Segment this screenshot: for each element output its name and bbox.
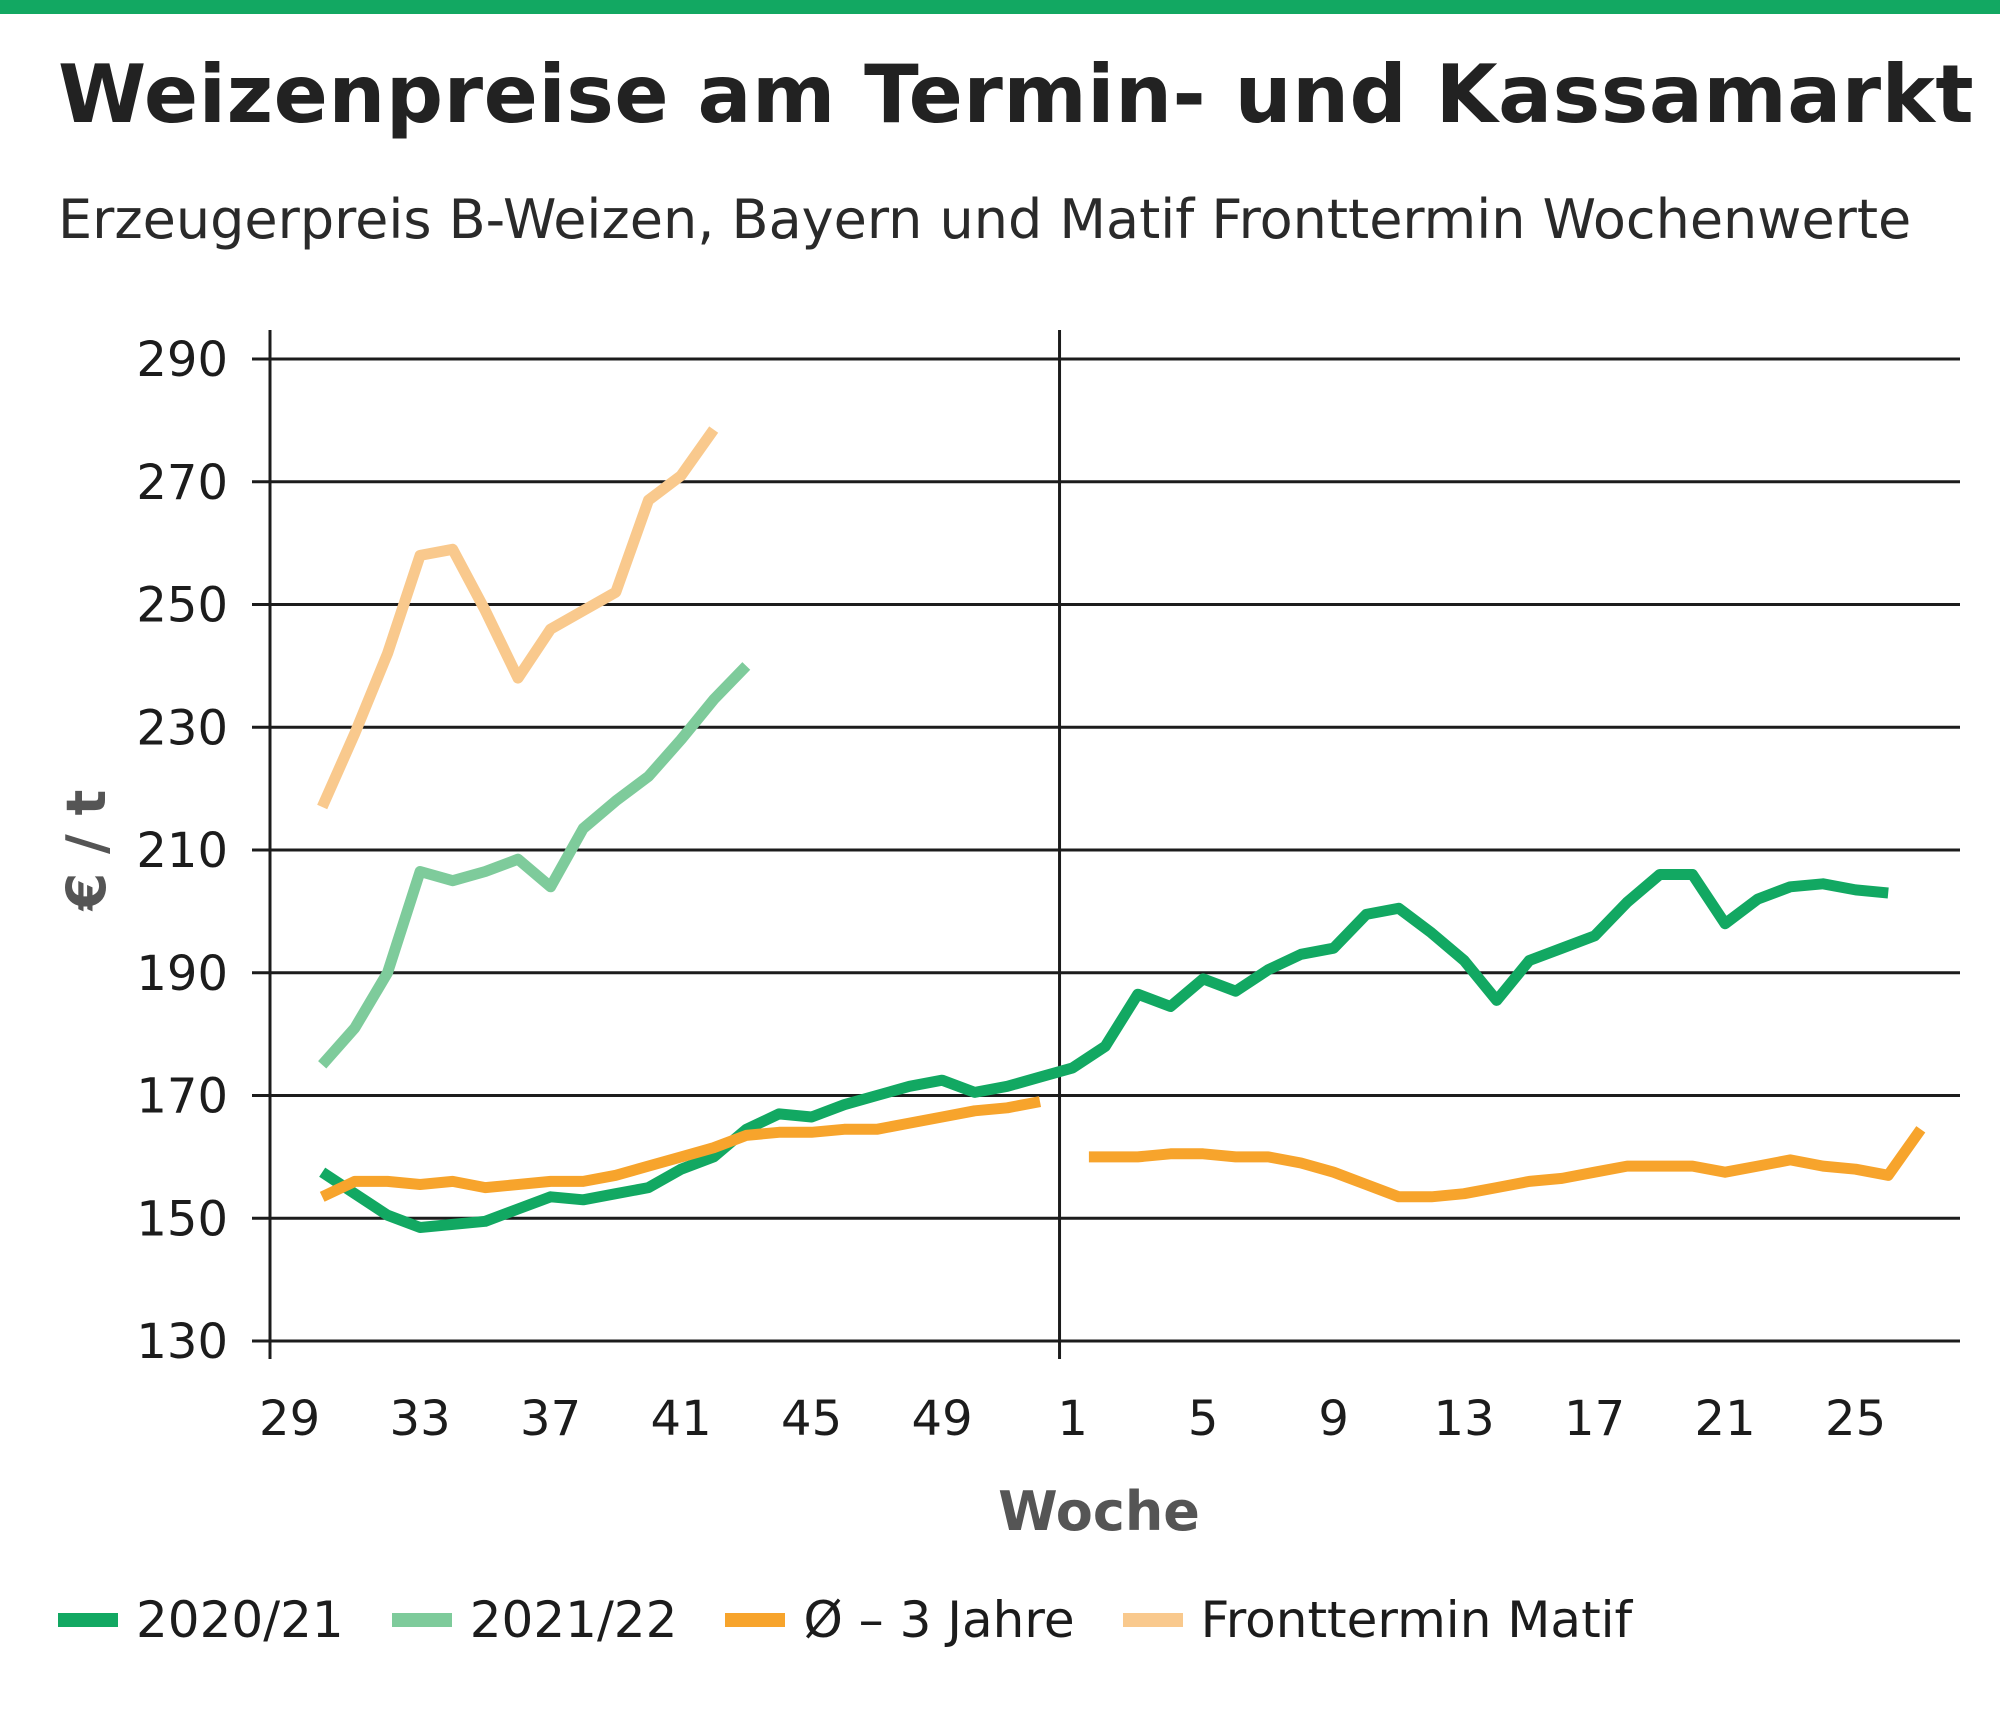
x-tick-label-9: 9 <box>1318 1391 1349 1447</box>
legend-swatch-matif <box>1122 1613 1183 1627</box>
x-tick-label-33: 33 <box>390 1391 451 1447</box>
y-tick-label-170: 170 <box>136 1069 228 1125</box>
x-tick-label-37: 37 <box>520 1391 581 1447</box>
legend-item-2021-22: 2021/22 <box>391 1591 678 1649</box>
x-tick-label-49: 49 <box>912 1391 973 1447</box>
y-tick-label-270: 270 <box>136 455 228 511</box>
top-accent-bar <box>0 0 2000 14</box>
series-layer <box>317 426 1926 1233</box>
legend-swatch-2020-21 <box>58 1613 118 1627</box>
series-line-fronttermin-matif <box>317 426 719 810</box>
y-tick-label-210: 210 <box>136 823 228 879</box>
chart-title: Weizenpreise am Termin- und Kassamarkt <box>58 48 1975 141</box>
legend-label-2020-21: 2020/21 <box>136 1591 344 1649</box>
x-tick-label-13: 13 <box>1434 1391 1495 1447</box>
series-line-3-jahre-part-2 <box>1088 1126 1926 1203</box>
legend-item-matif: Fronttermin Matif <box>1122 1591 1633 1649</box>
axis-layer: 290 270 250 230 210 190 170 150 130 29 33 37 41 45 49 1… <box>136 332 1886 1447</box>
y-axis-label: € / t <box>55 790 118 913</box>
legend-label-avg-3-years: Ø – 3 Jahre <box>803 1591 1075 1649</box>
y-tick-label-150: 150 <box>136 1191 228 1247</box>
legend-label-matif: Fronttermin Matif <box>1200 1591 1633 1649</box>
x-tick-label-5: 5 <box>1188 1391 1219 1447</box>
y-tick-label-290: 290 <box>136 332 228 388</box>
y-tick-label-190: 190 <box>136 946 228 1002</box>
x-tick-label-1: 1 <box>1057 1391 1088 1447</box>
legend-swatch-2021-22 <box>391 1613 452 1627</box>
legend-swatch-avg-3-years <box>725 1613 786 1627</box>
series-line-3-jahre-part-1 <box>319 1096 1042 1202</box>
y-tick-label-250: 250 <box>136 578 228 634</box>
series-line-2021-22 <box>318 662 751 1069</box>
legend-item-avg-3-years: Ø – 3 Jahre <box>725 1591 1075 1649</box>
x-tick-label-29: 29 <box>259 1391 320 1447</box>
chart-subtitle: Erzeugerpreis B-Weizen, Bayern und Matif… <box>58 188 1912 251</box>
series-line-2020-21 <box>319 869 1889 1233</box>
line-chart: 290 270 250 230 210 190 170 150 130 29 33 37 41 45 49 1… <box>55 330 1960 1543</box>
grid-layer <box>252 330 1960 1359</box>
y-tick-label-230: 230 <box>136 700 228 756</box>
x-tick-label-25: 25 <box>1825 1391 1886 1447</box>
legend-label-2021-22: 2021/22 <box>469 1591 678 1649</box>
x-tick-label-17: 17 <box>1564 1391 1625 1447</box>
legend-item-2020-21: 2020/21 <box>58 1591 344 1649</box>
x-tick-label-41: 41 <box>651 1391 712 1447</box>
x-tick-label-45: 45 <box>781 1391 842 1447</box>
legend: 2020/21 2021/22 Ø – 3 Jahre Fronttermin … <box>58 1590 1680 1650</box>
x-axis-label: Woche <box>998 1480 1200 1543</box>
y-tick-label-130: 130 <box>136 1314 228 1370</box>
x-tick-label-21: 21 <box>1695 1391 1756 1447</box>
